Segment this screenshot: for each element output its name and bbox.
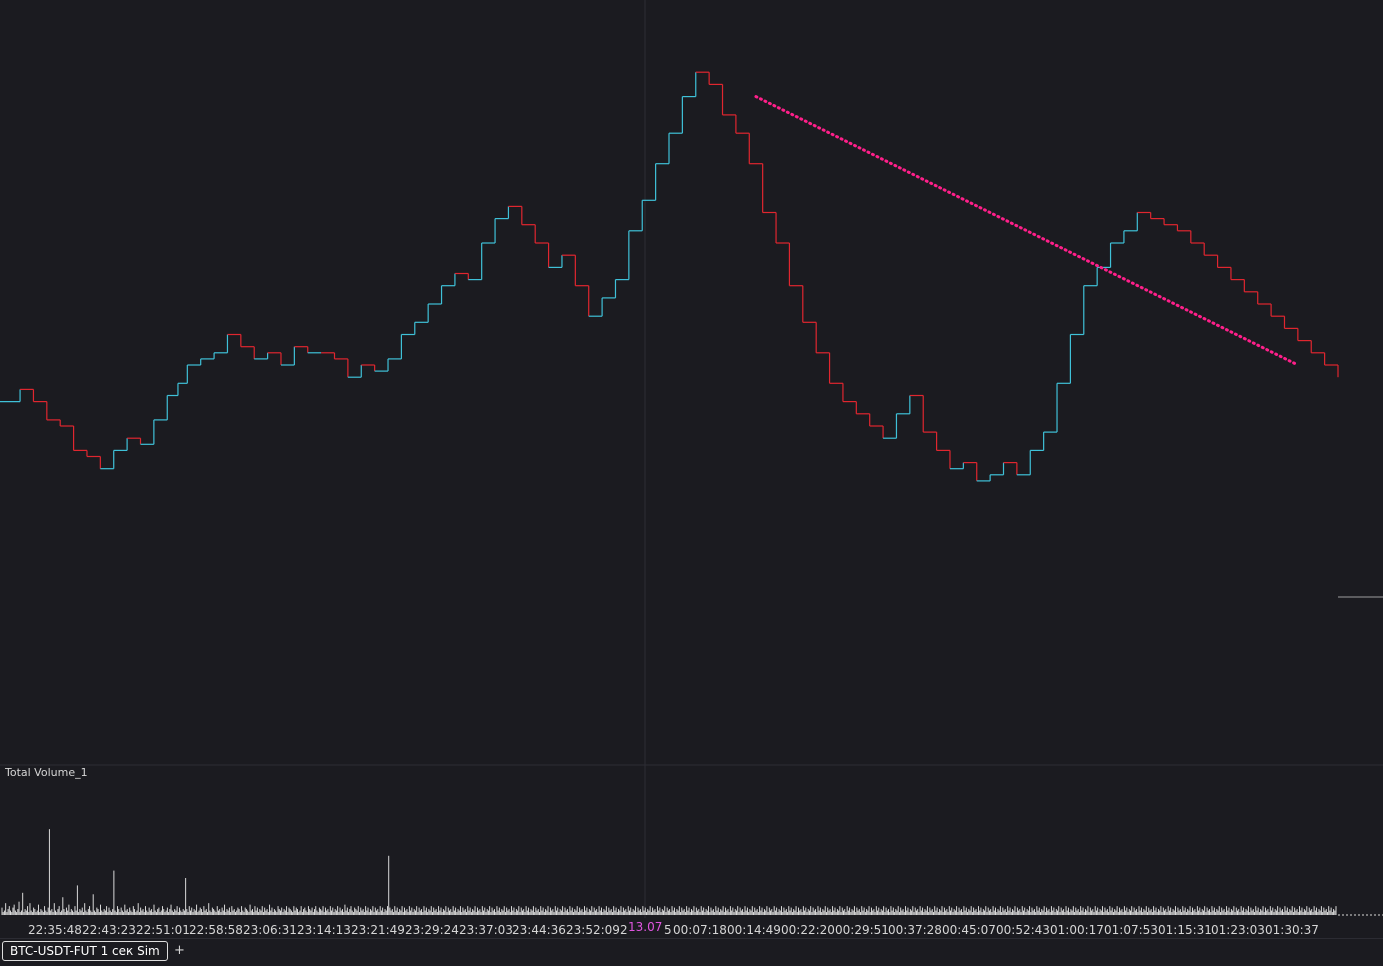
x-tick-label: 23:37:03 (459, 923, 513, 937)
x-tick-label: 01:15:31 (1158, 923, 1212, 937)
x-tick-label: 00:07:18 (673, 923, 727, 937)
x-tick-label: 23:14:13 (297, 923, 351, 937)
x-axis-ticks: 22:35:48 22:43:23 22:51:01 22:58:58 23:06:31… (28, 923, 1319, 937)
x-tick-label: 01:23:03 (1211, 923, 1265, 937)
x-tick-label: 00:14:49 (727, 923, 781, 937)
x-tick-label: 22:58:58 (189, 923, 243, 937)
x-tick-label: 01:30:37 (1265, 923, 1319, 937)
dotted-trendline[interactable] (754, 95, 1300, 367)
tab-btc-usdt-fut[interactable]: BTC-USDT-FUT 1 сек Sim (2, 941, 168, 961)
x-tick-label: 23:44:36 (512, 923, 566, 937)
x-tick-label: 00:52:43 (996, 923, 1050, 937)
x-tick-label: 00:22:20 (781, 923, 835, 937)
x-tick-label: 00:45:07 (942, 923, 996, 937)
trendline-annotation[interactable] (754, 95, 1300, 367)
volume-bars (1, 829, 1337, 915)
x-tick-label: 01:07:53 (1104, 923, 1158, 937)
crosshair-time-label: 13.07 (628, 920, 662, 934)
x-tick-label: 23:21:49 (351, 923, 405, 937)
tab-bar: BTC-USDT-FUT 1 сек Sim + (0, 938, 1383, 966)
add-tab-button[interactable]: + (174, 943, 185, 958)
price-series (0, 71, 1339, 482)
x-tick-label: 00:37:28 (888, 923, 942, 937)
x-tick-label: 01:00:17 (1050, 923, 1104, 937)
volume-panel-title: Total Volume_1 (4, 766, 88, 779)
x-tick-label: 2 (620, 923, 628, 937)
x-tick-label: 23:29:24 (405, 923, 459, 937)
x-tick-label: 23:06:31 (243, 923, 297, 937)
x-tick-label: 22:43:23 (82, 923, 136, 937)
x-tick-label: 5 (664, 923, 672, 937)
x-tick-label: 22:51:01 (136, 923, 190, 937)
x-tick-label: 00:29:51 (835, 923, 889, 937)
x-tick-label: 23:52:09 (566, 923, 620, 937)
x-tick-label: 22:35:48 (28, 923, 82, 937)
